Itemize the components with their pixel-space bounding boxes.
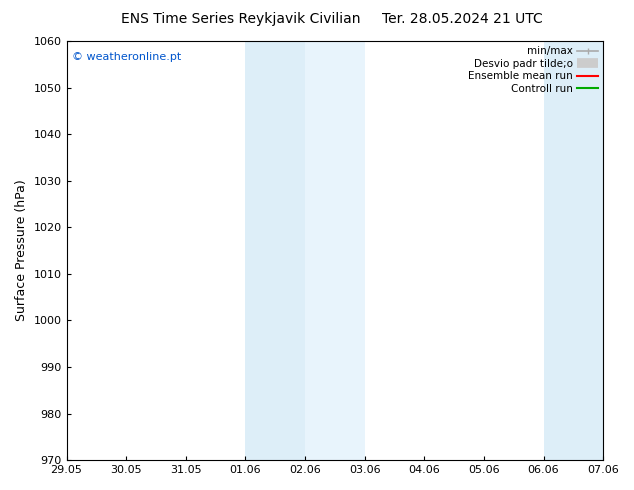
Text: © weatheronline.pt: © weatheronline.pt — [72, 51, 181, 62]
Legend: min/max, Desvio padr tilde;o, Ensemble mean run, Controll run: min/max, Desvio padr tilde;o, Ensemble m… — [466, 44, 600, 96]
Text: ENS Time Series Reykjavik Civilian: ENS Time Series Reykjavik Civilian — [121, 12, 361, 26]
Bar — [543, 41, 603, 460]
Bar — [305, 41, 365, 460]
Y-axis label: Surface Pressure (hPa): Surface Pressure (hPa) — [15, 180, 28, 321]
Bar — [245, 41, 305, 460]
Text: Ter. 28.05.2024 21 UTC: Ter. 28.05.2024 21 UTC — [382, 12, 543, 26]
